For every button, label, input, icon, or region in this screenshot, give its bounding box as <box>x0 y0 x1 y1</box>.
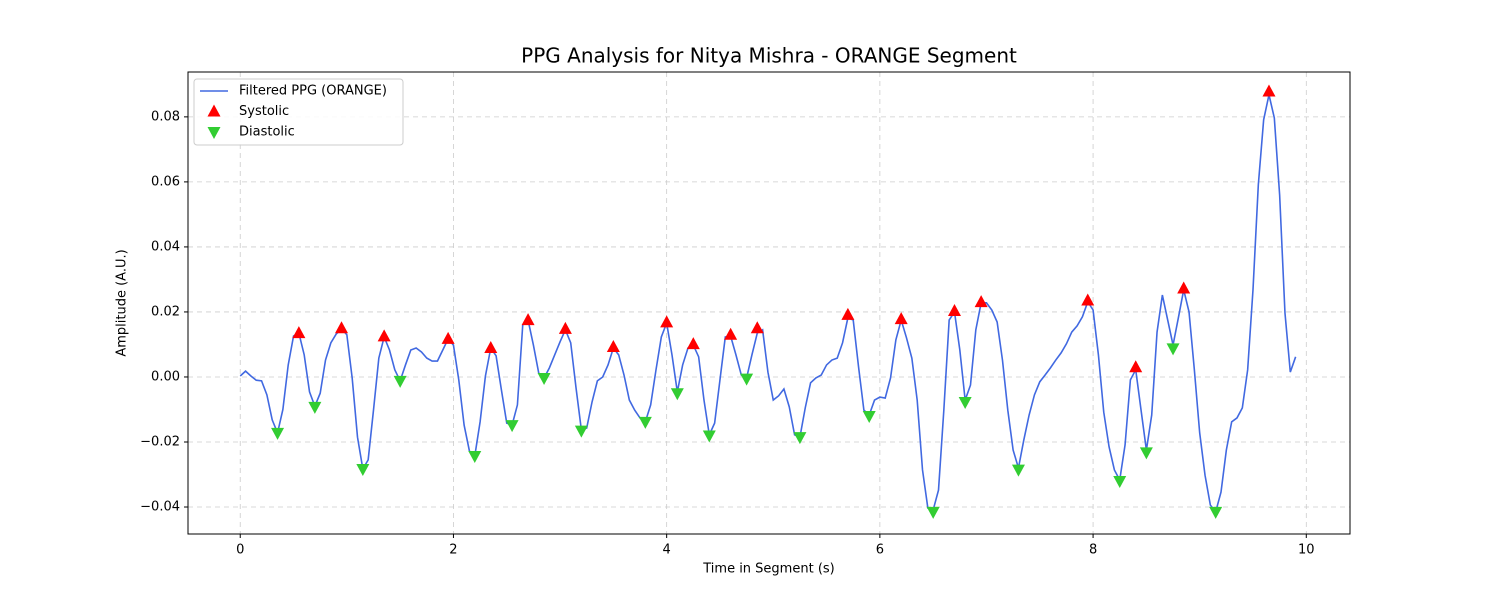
peak-marker <box>606 340 620 353</box>
x-tick-label: 2 <box>449 543 457 558</box>
legend-label: Filtered PPG (ORANGE) <box>239 84 387 99</box>
y-tick-label: 0.08 <box>151 109 180 124</box>
peak-marker <box>558 321 572 334</box>
plot-frame <box>187 71 1351 535</box>
peak-marker <box>468 450 482 463</box>
legend-swatch <box>207 104 221 117</box>
peak-marker <box>505 420 519 433</box>
x-tick-label: 0 <box>236 543 244 558</box>
peak-marker <box>686 337 700 350</box>
peak-marker <box>660 315 674 328</box>
peak-marker <box>1166 343 1180 356</box>
peak-marker <box>271 427 285 440</box>
peak-marker <box>958 397 972 409</box>
peak-marker <box>740 373 754 386</box>
peak-marker <box>638 416 652 429</box>
y-tick-label: 0.06 <box>151 174 180 189</box>
peak-marker <box>947 303 961 316</box>
peak-marker <box>574 425 588 438</box>
peak-marker <box>670 388 684 401</box>
peak-marker <box>1262 84 1276 97</box>
y-axis-label: Amplitude (A.U.) <box>115 249 130 356</box>
peak-marker <box>393 375 407 388</box>
x-axis-label: Time in Segment (s) <box>702 562 834 577</box>
y-tick-label: 0.02 <box>151 304 180 319</box>
y-tick-label: 0.00 <box>151 369 180 384</box>
peak-marker <box>862 410 876 423</box>
y-tick-label: −0.04 <box>140 500 180 515</box>
peak-marker <box>441 331 455 344</box>
peak-marker <box>793 432 807 445</box>
peak-marker <box>1113 476 1127 489</box>
peak-marker <box>926 506 940 519</box>
peak-marker <box>356 463 370 476</box>
peak-marker <box>292 326 306 339</box>
chart-title: PPG Analysis for Nitya Mishra - ORANGE S… <box>521 44 1017 68</box>
x-tick-label: 4 <box>663 543 671 558</box>
peak-marker <box>537 372 551 385</box>
ppg-line <box>239 94 1297 514</box>
peak-marker <box>750 321 764 334</box>
peak-marker <box>1177 281 1191 294</box>
x-tick-label: 10 <box>1298 543 1315 558</box>
peak-marker <box>702 430 716 443</box>
peak-marker <box>335 321 349 334</box>
peak-marker <box>308 401 322 414</box>
legend-label: Diastolic <box>239 125 295 140</box>
legend-label: Systolic <box>239 104 289 119</box>
x-tick-label: 8 <box>1089 543 1097 558</box>
x-tick-label: 6 <box>876 543 884 558</box>
peak-marker <box>1139 447 1153 460</box>
y-tick-label: −0.02 <box>140 434 180 449</box>
legend-box <box>193 78 404 146</box>
legend-swatch <box>207 127 221 139</box>
peak-marker <box>1081 293 1095 306</box>
peak-marker <box>894 312 908 325</box>
peak-marker <box>974 295 988 308</box>
peak-marker <box>841 307 855 320</box>
peak-marker <box>377 329 391 342</box>
y-tick-label: 0.04 <box>151 239 180 254</box>
peak-marker <box>724 327 738 340</box>
peak-marker <box>1129 360 1143 373</box>
peak-marker <box>1011 464 1025 477</box>
peak-marker <box>1209 506 1223 519</box>
peak-marker <box>521 313 535 326</box>
peak-marker <box>484 341 498 354</box>
